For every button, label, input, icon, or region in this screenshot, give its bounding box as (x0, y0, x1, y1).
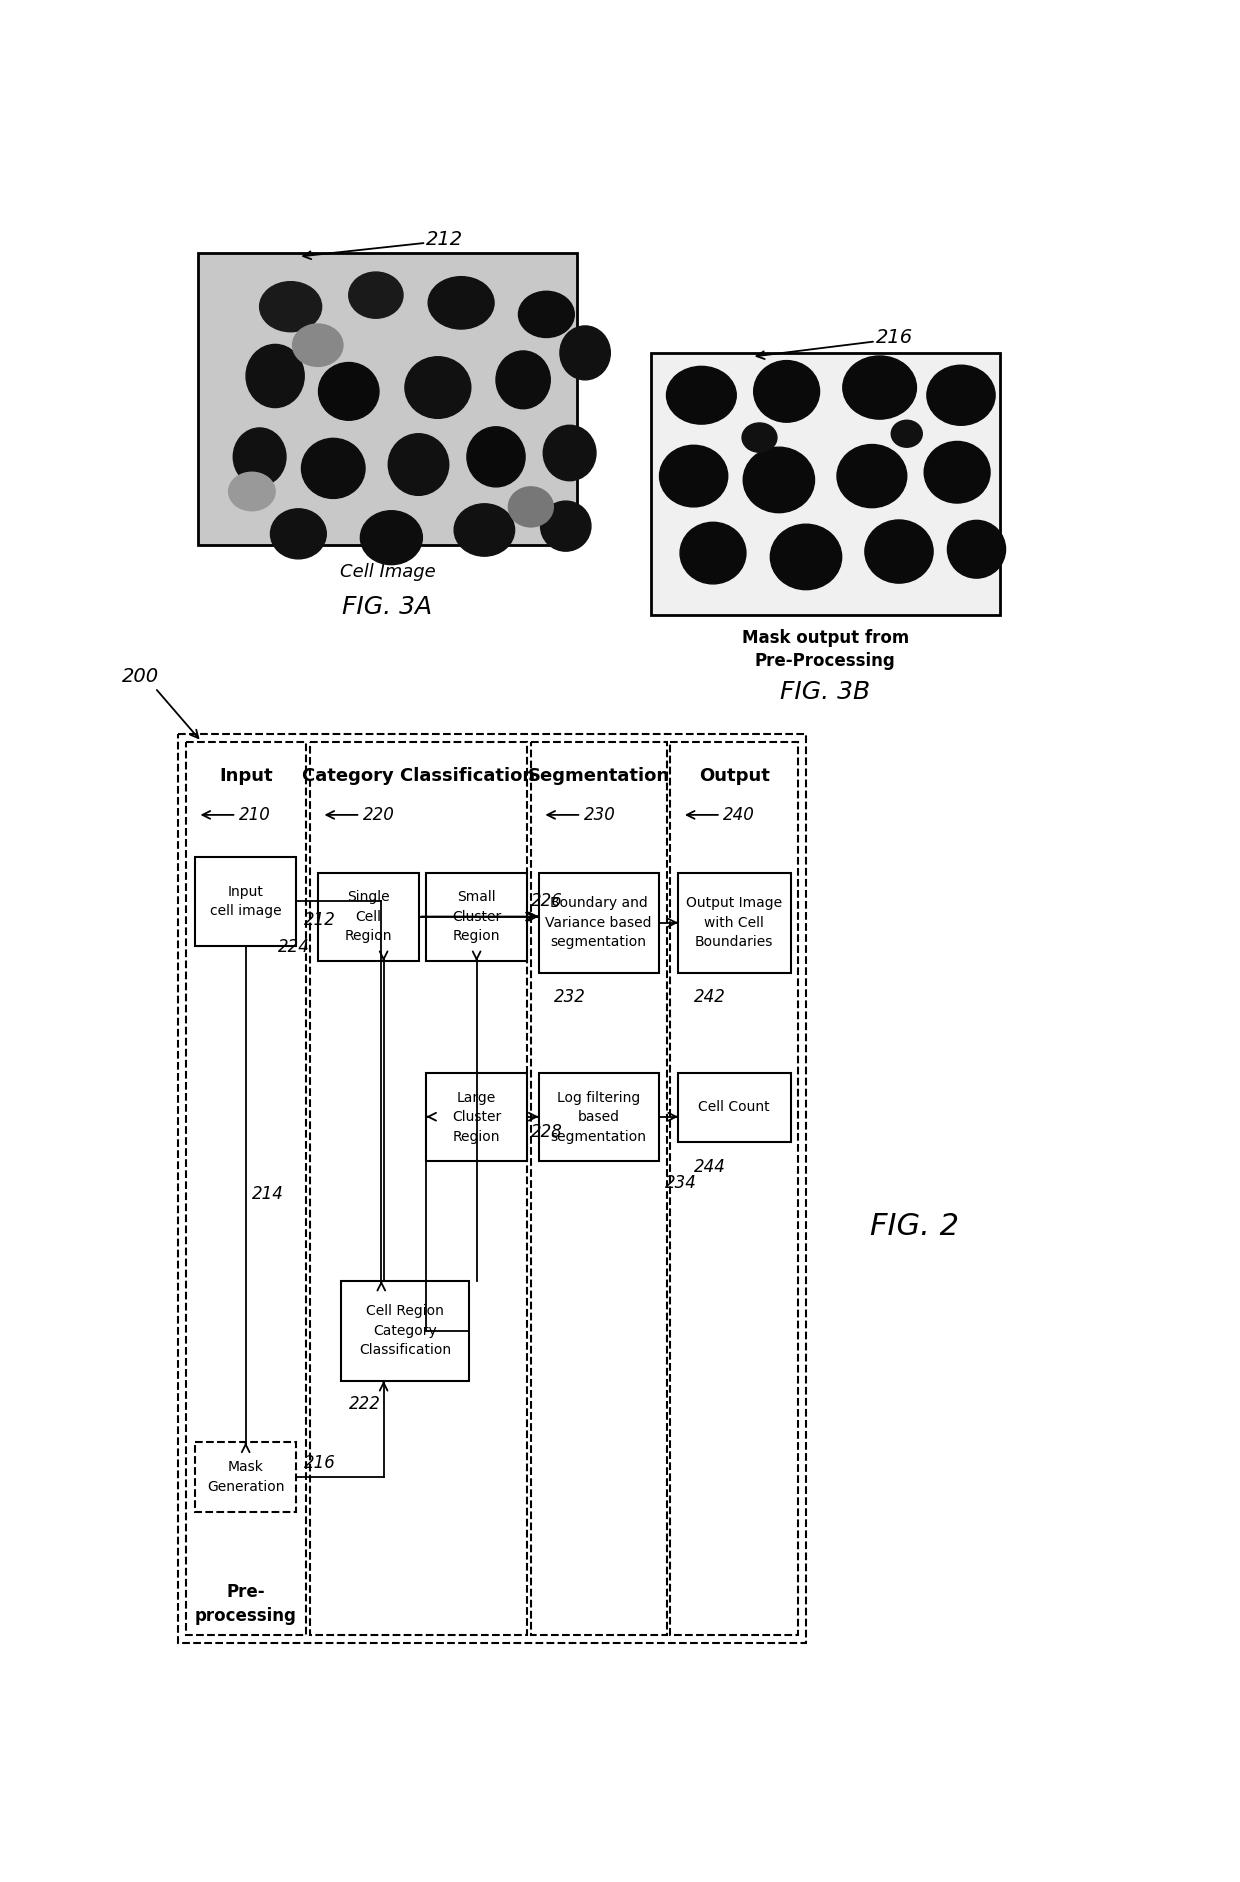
Ellipse shape (270, 508, 326, 559)
Text: Large
Cluster
Region: Large Cluster Region (453, 1090, 501, 1144)
Ellipse shape (246, 344, 304, 408)
Ellipse shape (293, 324, 343, 367)
Ellipse shape (926, 365, 994, 425)
Ellipse shape (518, 292, 574, 337)
Ellipse shape (837, 444, 906, 508)
Bar (651, 354, 999, 615)
Text: 200: 200 (122, 666, 159, 685)
Text: Small
Cluster
Region: Small Cluster Region (453, 890, 501, 943)
Ellipse shape (560, 326, 610, 380)
Ellipse shape (259, 282, 321, 331)
Ellipse shape (301, 439, 365, 499)
Text: Pre-Processing: Pre-Processing (755, 651, 895, 670)
Ellipse shape (467, 427, 525, 487)
Bar (671, 742, 799, 1635)
Ellipse shape (742, 423, 777, 452)
Bar (196, 856, 296, 947)
Ellipse shape (428, 277, 494, 329)
Bar (678, 1073, 791, 1142)
Text: Category Classification: Category Classification (301, 768, 536, 785)
Text: Cell Count: Cell Count (698, 1101, 770, 1114)
Ellipse shape (319, 363, 379, 420)
Ellipse shape (405, 358, 471, 418)
Bar (427, 1073, 527, 1161)
Ellipse shape (496, 350, 551, 408)
Text: 240: 240 (723, 805, 755, 824)
Text: 232: 232 (554, 988, 587, 1007)
Text: Output: Output (699, 768, 770, 785)
Text: FIG. 3A: FIG. 3A (342, 595, 433, 619)
Bar (538, 873, 658, 973)
Text: 242: 242 (693, 988, 725, 1007)
Text: 220: 220 (363, 805, 394, 824)
Text: Segmentation: Segmentation (528, 768, 670, 785)
Bar (197, 252, 578, 546)
Text: 216: 216 (304, 1455, 336, 1472)
Ellipse shape (388, 433, 449, 495)
Text: 234: 234 (665, 1174, 697, 1191)
Ellipse shape (233, 427, 286, 486)
Text: Boundary and
Variance based
segmentation: Boundary and Variance based segmentation (546, 896, 652, 949)
Ellipse shape (843, 356, 916, 420)
Text: Single
Cell
Region: Single Cell Region (345, 890, 392, 943)
Ellipse shape (743, 448, 815, 512)
Text: Input
cell image: Input cell image (210, 885, 281, 918)
Text: Output Image
with Cell
Boundaries: Output Image with Cell Boundaries (686, 896, 782, 949)
Text: Input: Input (219, 768, 273, 785)
Ellipse shape (892, 420, 923, 448)
Text: 216: 216 (875, 327, 913, 346)
Ellipse shape (361, 510, 423, 565)
Text: FIG. 3B: FIG. 3B (780, 679, 870, 704)
Text: 222: 222 (348, 1395, 381, 1413)
Bar (179, 734, 806, 1643)
Bar (196, 1442, 296, 1511)
Text: Mask
Generation: Mask Generation (207, 1460, 284, 1494)
Ellipse shape (454, 504, 515, 557)
Ellipse shape (541, 501, 591, 551)
Text: 210: 210 (238, 805, 270, 824)
Ellipse shape (947, 519, 1006, 578)
Ellipse shape (660, 446, 728, 506)
Bar (678, 873, 791, 973)
Text: Cell Image: Cell Image (340, 563, 435, 582)
Text: 226: 226 (531, 892, 563, 911)
Text: Cell Region
Category
Classification: Cell Region Category Classification (358, 1304, 451, 1357)
Text: 228: 228 (531, 1124, 563, 1140)
Ellipse shape (348, 273, 403, 318)
Text: Mask output from: Mask output from (742, 629, 909, 647)
Bar (427, 873, 527, 962)
Text: 244: 244 (693, 1157, 725, 1176)
Bar (531, 742, 667, 1635)
Ellipse shape (508, 487, 553, 527)
Text: Log filtering
based
segmentation: Log filtering based segmentation (551, 1090, 647, 1144)
Text: 214: 214 (252, 1186, 284, 1203)
Text: 230: 230 (584, 805, 615, 824)
Bar (538, 1073, 658, 1161)
Bar (317, 873, 419, 962)
Text: 212: 212 (304, 911, 336, 930)
Text: 212: 212 (427, 230, 464, 248)
Ellipse shape (667, 367, 737, 423)
Text: 224: 224 (278, 939, 310, 956)
Text: Pre-
processing: Pre- processing (195, 1583, 298, 1624)
Ellipse shape (924, 442, 990, 502)
Ellipse shape (866, 519, 934, 583)
Text: FIG. 2: FIG. 2 (870, 1212, 959, 1242)
Bar (186, 742, 306, 1635)
Bar (341, 1282, 469, 1381)
Ellipse shape (680, 523, 746, 583)
Ellipse shape (228, 472, 275, 510)
Bar (310, 742, 527, 1635)
Ellipse shape (754, 361, 820, 422)
Ellipse shape (543, 425, 596, 480)
Ellipse shape (770, 525, 842, 589)
